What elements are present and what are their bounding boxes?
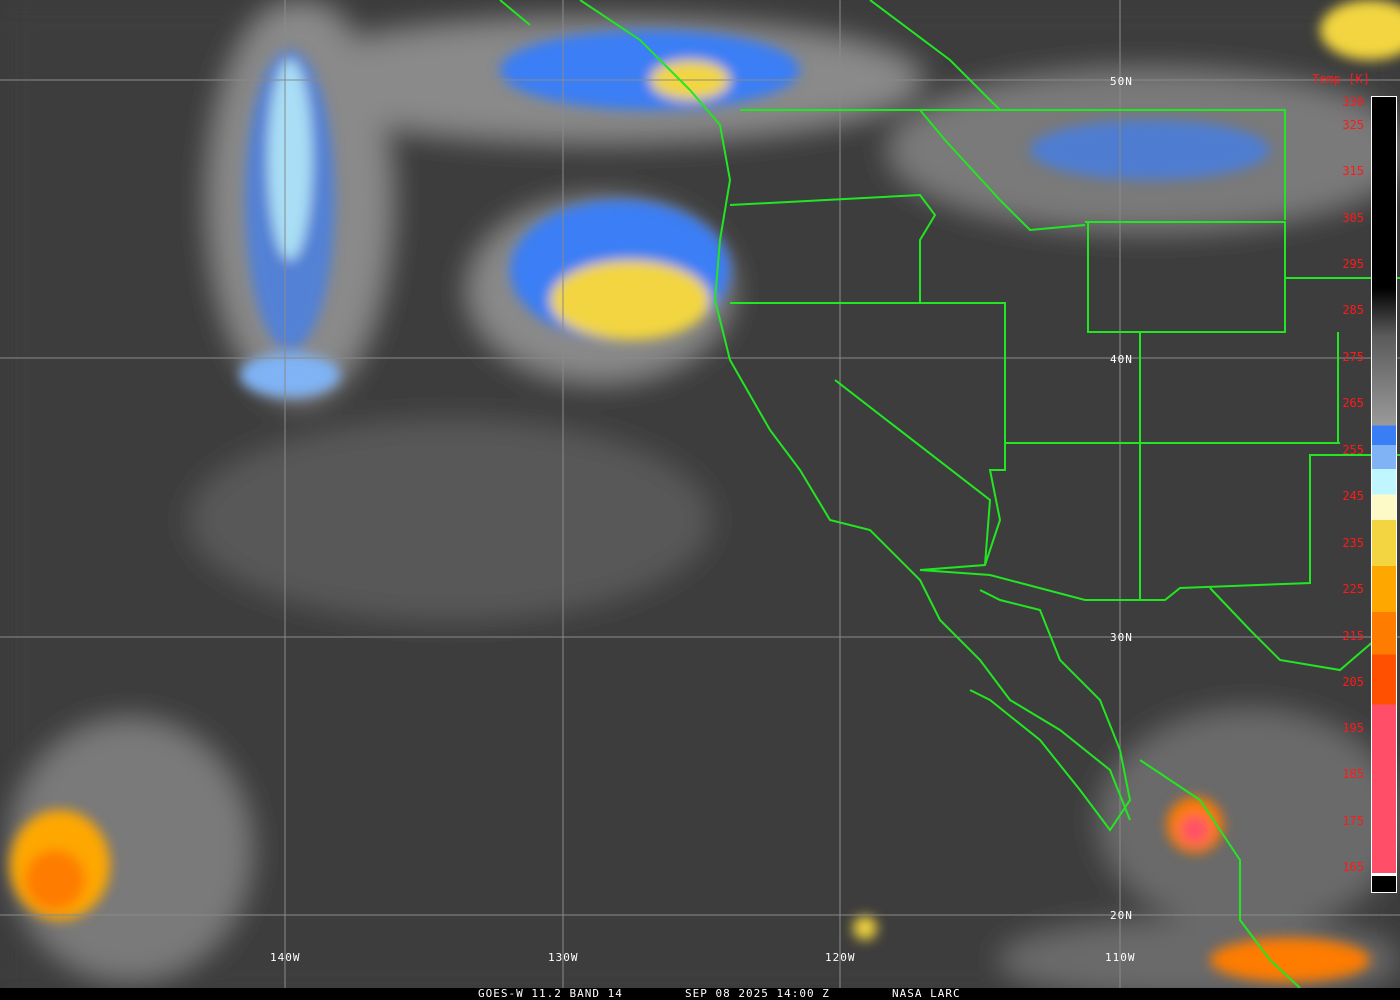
product-title: GOES-W 11.2 BAND 14 xyxy=(478,987,623,1000)
credit: NASA LARC xyxy=(892,987,961,1000)
lat-label-20n: 20N xyxy=(1110,909,1133,922)
temperature-colorbar xyxy=(1371,96,1397,893)
image-caption: GOES-W 11.2 BAND 14 SEP 08 2025 14:00 Z … xyxy=(0,988,1400,1000)
lat-label-30n: 30N xyxy=(1110,631,1133,644)
lon-label-110w: 110W xyxy=(1105,951,1136,964)
colorbar-tick-label: 295 xyxy=(1342,257,1364,271)
colorbar-tick-label: 330 xyxy=(1342,95,1364,109)
colorbar-tick-label: 325 xyxy=(1342,118,1364,132)
colorbar-tick-label: 245 xyxy=(1342,489,1364,503)
colorbar-tick-label: 195 xyxy=(1342,721,1364,735)
us-canada-border xyxy=(740,0,1286,220)
colorbar-tick-label: 275 xyxy=(1342,350,1364,364)
lat-label-50n: 50N xyxy=(1110,75,1133,88)
state-lines xyxy=(729,109,1400,672)
colorbar-tick-label: 185 xyxy=(1342,767,1364,781)
colorbar-tick-label: 165 xyxy=(1342,860,1364,874)
colorbar-tick-label: 215 xyxy=(1342,629,1364,643)
timestamp: SEP 08 2025 14:00 Z xyxy=(685,987,830,1000)
colorbar-tick-label: 285 xyxy=(1342,303,1364,317)
colorbar-title: Temp [K] xyxy=(1312,72,1370,86)
colorbar-tick-label: 265 xyxy=(1342,396,1364,410)
lon-label-140w: 140W xyxy=(270,951,301,964)
colorbar-tick-label: 255 xyxy=(1342,443,1364,457)
colorbar-tick-label: 175 xyxy=(1342,814,1364,828)
political-boundaries xyxy=(499,0,1400,989)
lat-label-40n: 40N xyxy=(1110,353,1133,366)
lon-label-120w: 120W xyxy=(825,951,856,964)
colorbar-tick-label: 315 xyxy=(1342,164,1364,178)
baja-peninsula xyxy=(969,589,1132,832)
colorbar-tick-label: 225 xyxy=(1342,582,1364,596)
colorbar-tick-label: 205 xyxy=(1342,675,1364,689)
cold-cloud-tops xyxy=(10,0,1400,982)
lon-label-130w: 130W xyxy=(548,951,579,964)
colorbar-tick-label: 235 xyxy=(1342,536,1364,550)
coastline-west xyxy=(499,0,1301,989)
colorbar-tick-label: 305 xyxy=(1342,211,1364,225)
